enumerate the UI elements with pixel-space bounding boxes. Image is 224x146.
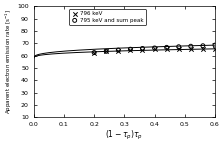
796 keV xyxy=(129,49,132,51)
795 keV and sum peak xyxy=(201,45,205,47)
795 keV and sum peak xyxy=(177,46,181,48)
796 keV xyxy=(201,48,205,50)
X-axis label: $(1-\tau_p)\tau_p$: $(1-\tau_p)\tau_p$ xyxy=(105,129,143,142)
796 keV xyxy=(213,48,217,50)
795 keV and sum peak xyxy=(189,45,193,47)
795 keV and sum peak xyxy=(104,50,108,52)
796 keV xyxy=(141,48,144,51)
796 keV xyxy=(116,49,120,52)
795 keV and sum peak xyxy=(153,47,156,49)
796 keV xyxy=(92,51,96,54)
795 keV and sum peak xyxy=(116,49,120,51)
795 keV and sum peak xyxy=(92,51,96,54)
796 keV xyxy=(177,48,181,50)
Legend: 796 keV, 795 keV and sum peak: 796 keV, 795 keV and sum peak xyxy=(69,9,146,25)
796 keV xyxy=(104,50,108,52)
796 keV xyxy=(189,48,193,50)
795 keV and sum peak xyxy=(213,44,217,46)
796 keV xyxy=(153,48,156,51)
Y-axis label: Apparent electron emission rate [s$^{-1}$]: Apparent electron emission rate [s$^{-1}… xyxy=(4,9,15,114)
796 keV xyxy=(165,48,168,51)
795 keV and sum peak xyxy=(129,48,132,50)
795 keV and sum peak xyxy=(141,47,144,50)
795 keV and sum peak xyxy=(165,46,168,48)
